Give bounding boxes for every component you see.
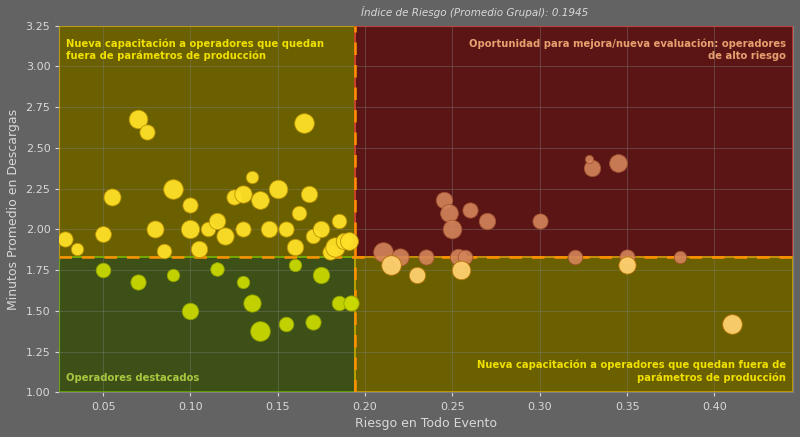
- Point: [132, 115, 145, 122]
- Y-axis label: Minutos Promedio en Descargas: Minutos Promedio en Descargas: [7, 108, 20, 310]
- Point: [97, 231, 110, 238]
- Point: [70, 246, 83, 253]
- Point: [315, 226, 328, 233]
- Point: [446, 226, 459, 233]
- Point: [376, 249, 389, 256]
- Point: [184, 226, 197, 233]
- Point: [254, 197, 266, 204]
- Point: [329, 244, 342, 251]
- Point: [184, 201, 197, 208]
- Point: [481, 218, 494, 225]
- X-axis label: Riesgo en Todo Evento: Riesgo en Todo Evento: [355, 417, 498, 430]
- Point: [166, 272, 179, 279]
- Point: [343, 237, 356, 244]
- Point: [463, 206, 476, 213]
- Point: [568, 253, 581, 260]
- Point: [345, 299, 358, 306]
- Point: [149, 226, 162, 233]
- Bar: [355, 257, 793, 392]
- Point: [621, 253, 634, 260]
- Point: [158, 247, 170, 254]
- Point: [333, 299, 346, 306]
- Bar: [355, 26, 793, 257]
- Point: [621, 262, 634, 269]
- Point: [202, 226, 214, 233]
- Text: Índice de Riesgo (Promedio Grupal): 0.1945: Índice de Riesgo (Promedio Grupal): 0.19…: [361, 7, 588, 18]
- Point: [245, 174, 258, 181]
- Point: [58, 236, 71, 243]
- Point: [254, 327, 266, 334]
- Point: [394, 253, 406, 260]
- Point: [333, 218, 346, 225]
- Point: [726, 320, 738, 327]
- Point: [237, 226, 250, 233]
- Point: [289, 262, 302, 269]
- Point: [262, 226, 275, 233]
- Point: [166, 185, 179, 192]
- Point: [458, 253, 471, 260]
- Point: [438, 197, 450, 204]
- Text: Nueva capacitación a operadores que quedan
fuera de parámetros de producción: Nueva capacitación a operadores que qued…: [66, 39, 324, 62]
- Point: [454, 267, 467, 274]
- Point: [292, 210, 305, 217]
- Point: [534, 218, 546, 225]
- Point: [298, 120, 310, 127]
- Point: [132, 278, 145, 285]
- Bar: [59, 26, 355, 257]
- Point: [411, 272, 424, 279]
- Point: [673, 253, 686, 260]
- Point: [324, 249, 337, 256]
- Point: [385, 262, 398, 269]
- Point: [451, 253, 464, 260]
- Point: [219, 232, 232, 239]
- Point: [245, 299, 258, 306]
- Point: [97, 267, 110, 274]
- Point: [140, 128, 153, 135]
- Point: [184, 308, 197, 315]
- Point: [210, 265, 223, 272]
- Point: [271, 185, 284, 192]
- Point: [280, 226, 293, 233]
- Point: [338, 237, 350, 244]
- Text: Nueva capacitación a operadores que quedan fuera de
parámetros de producción: Nueva capacitación a operadores que qued…: [477, 360, 786, 383]
- Point: [280, 320, 293, 327]
- Point: [237, 278, 250, 285]
- Point: [582, 156, 595, 163]
- Point: [237, 190, 250, 197]
- Point: [306, 232, 319, 239]
- Point: [106, 193, 118, 200]
- Point: [228, 193, 241, 200]
- Point: [420, 253, 433, 260]
- Point: [612, 159, 625, 166]
- Point: [586, 164, 598, 171]
- Point: [315, 272, 328, 279]
- Point: [289, 244, 302, 251]
- Point: [302, 190, 315, 197]
- Text: Operadores destacados: Operadores destacados: [66, 373, 200, 383]
- Point: [345, 299, 358, 306]
- Point: [193, 246, 206, 253]
- Point: [210, 218, 223, 225]
- Text: Oportunidad para mejora/nueva evaluación: operadores
de alto riesgo: Oportunidad para mejora/nueva evaluación…: [469, 39, 786, 61]
- Bar: [59, 257, 355, 392]
- Point: [442, 210, 455, 217]
- Point: [306, 319, 319, 326]
